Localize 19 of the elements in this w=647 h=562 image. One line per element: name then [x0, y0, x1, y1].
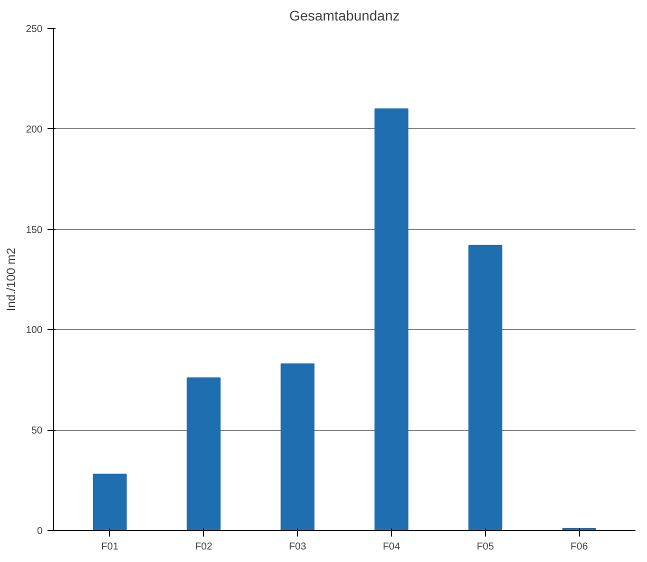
chart-title: Gesamtabundanz: [289, 8, 400, 24]
x-tick-label: F05: [476, 542, 494, 552]
bar: [186, 377, 221, 530]
bar: [92, 474, 127, 530]
y-tick-label: 250: [26, 24, 43, 35]
bar: [280, 363, 314, 530]
x-tick-label: F06: [570, 542, 588, 552]
y-tick-label: 150: [26, 224, 43, 236]
y-tick-label: 200: [26, 124, 43, 136]
x-tick-label: F01: [101, 542, 119, 552]
y-axis-title: Ind./100 m2: [4, 247, 18, 312]
y-tick-label: 0: [36, 526, 43, 537]
y-tick-label: 50: [31, 426, 43, 437]
x-tick-label: F02: [195, 542, 213, 552]
y-tick-label: 100: [26, 325, 43, 336]
bar: [374, 108, 408, 530]
x-tick-label: F03: [288, 542, 307, 552]
bar: [468, 244, 502, 530]
x-tick-label: F04: [382, 542, 400, 552]
